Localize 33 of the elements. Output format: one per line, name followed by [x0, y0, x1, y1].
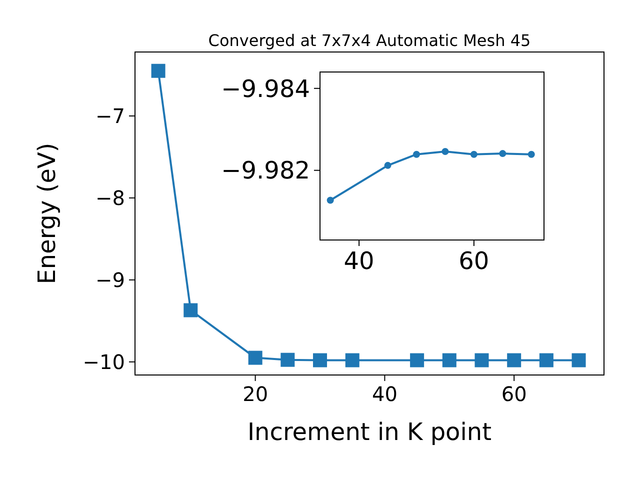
point	[184, 303, 198, 318]
point	[499, 150, 506, 158]
point	[151, 64, 166, 78]
point	[412, 150, 420, 158]
point	[528, 150, 535, 158]
y-tick-label: −10	[82, 350, 125, 374]
point	[326, 196, 334, 204]
point	[313, 353, 328, 368]
x-tick-label: 20	[242, 382, 268, 406]
point	[384, 162, 392, 169]
x-tick-label: 60	[501, 382, 527, 406]
y-tick-label: −7	[96, 104, 125, 128]
x-tick-label: 40	[372, 382, 398, 406]
y-tick-label: −9	[96, 268, 125, 292]
point	[248, 350, 262, 365]
point	[474, 353, 489, 368]
point	[345, 353, 360, 368]
x-tick-label: 40	[344, 247, 374, 276]
x-axis-title: Increment in K point	[247, 418, 492, 446]
point	[442, 148, 449, 155]
point	[572, 353, 586, 368]
point	[470, 150, 478, 158]
chart-title: Converged at 7x7x4 Automatic Mesh 45	[208, 31, 531, 50]
y-tick-label: −8	[96, 186, 125, 210]
point	[442, 353, 456, 368]
x-tick-label: 60	[458, 247, 490, 276]
point	[280, 352, 295, 367]
y-tick-label: −9.984	[221, 74, 310, 103]
y-tick-label: −9.982	[221, 156, 310, 185]
point	[539, 353, 554, 368]
point	[410, 353, 424, 368]
y-axis-title: Energy (eV)	[33, 142, 61, 284]
point	[507, 353, 522, 368]
